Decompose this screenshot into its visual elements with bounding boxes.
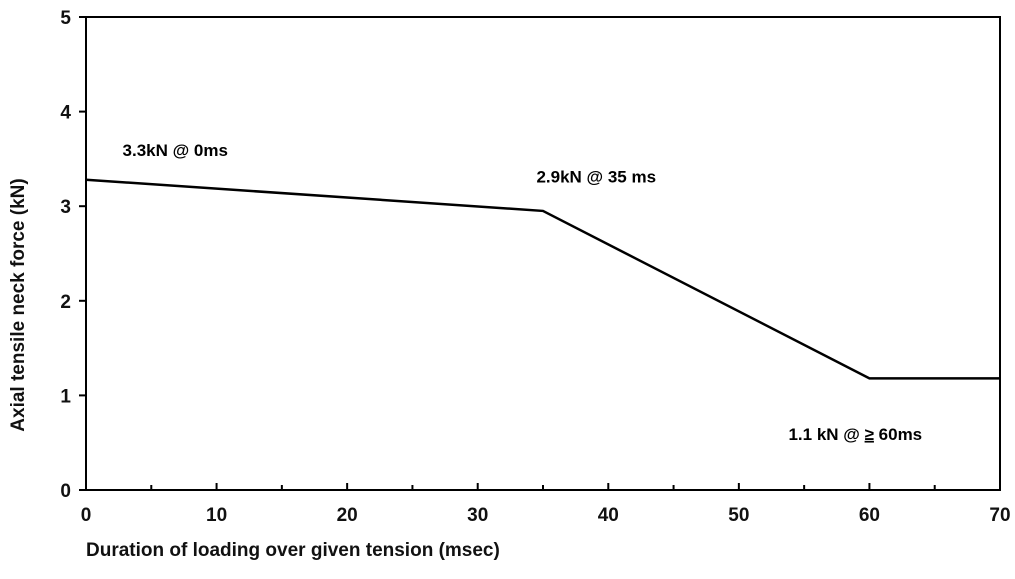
- x-tick-label: 70: [989, 505, 1010, 526]
- y-tick-label: 5: [60, 8, 71, 29]
- x-tick-label: 0: [81, 505, 92, 526]
- x-tick-label: 20: [337, 505, 358, 526]
- series-line: [85, 178, 1000, 380]
- x-tick-label: 60: [859, 505, 880, 526]
- plot-frame: [85, 16, 1001, 491]
- y-tick-label: 4: [60, 103, 71, 124]
- x-tick-label: 50: [728, 505, 749, 526]
- plot-area: [85, 16, 1001, 491]
- annotation-text: 60ms: [874, 425, 922, 444]
- y-tick-label: 3: [60, 197, 71, 218]
- annotation-layer: 3.3kN @ 0ms 2.9kN @ 35 ms 1.1 kN @ ≥ 60ms: [123, 141, 923, 444]
- x-tick-label: 10: [206, 505, 227, 526]
- y-axis-tick-labels: 0 1 2 3 4 5: [60, 8, 71, 502]
- y-tick-label: 2: [60, 292, 71, 313]
- x-axis-ticks: [85, 483, 1001, 490]
- y-axis-title: Axial tensile neck force (kN): [8, 178, 29, 431]
- point-annotation: 2.9kN @ 35 ms: [536, 168, 656, 187]
- annotation-text: 1.1 kN @: [788, 425, 864, 444]
- series-layer: [85, 178, 1000, 380]
- x-tick-label: 30: [467, 505, 488, 526]
- annotation-symbol: ≥: [865, 425, 874, 444]
- x-axis-tick-labels: 0 10 20 30 40 50 60 70: [81, 505, 1011, 526]
- point-annotation: 3.3kN @ 0ms: [123, 141, 228, 160]
- x-tick-label: 40: [598, 505, 619, 526]
- y-axis-ticks: [79, 16, 86, 491]
- point-annotation: 1.1 kN @ ≥ 60ms: [788, 425, 922, 444]
- y-tick-label: 1: [60, 386, 71, 407]
- x-axis-title: Duration of loading over given tension (…: [86, 540, 500, 561]
- y-tick-label: 0: [60, 481, 71, 502]
